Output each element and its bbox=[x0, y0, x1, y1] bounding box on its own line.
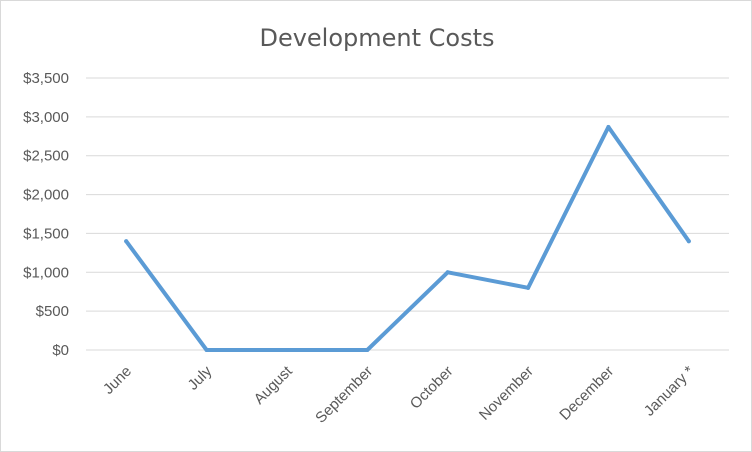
x-tick-label: August bbox=[251, 362, 297, 408]
series-line bbox=[124, 125, 691, 352]
x-tick-label: July bbox=[184, 362, 215, 393]
x-tick-label: December bbox=[556, 363, 617, 424]
data-point bbox=[606, 124, 611, 129]
y-tick-label: $2,000 bbox=[23, 187, 69, 204]
data-point bbox=[526, 285, 531, 290]
chart-title: Development Costs bbox=[259, 24, 494, 52]
x-axis-ticks: June July August September October November De… bbox=[100, 362, 698, 426]
y-tick-label: $0 bbox=[52, 342, 69, 359]
data-point bbox=[686, 239, 691, 244]
x-tick-label: October bbox=[407, 363, 457, 413]
y-tick-label: $1,500 bbox=[23, 225, 69, 242]
x-tick-label: June bbox=[100, 363, 135, 398]
y-tick-label: $3,000 bbox=[23, 109, 69, 126]
data-point bbox=[124, 239, 129, 244]
data-point bbox=[445, 270, 450, 275]
y-tick-label: $3,500 bbox=[23, 70, 69, 87]
y-tick-label: $500 bbox=[36, 303, 69, 320]
series-layer bbox=[124, 124, 691, 352]
gridlines bbox=[86, 77, 729, 351]
data-point bbox=[284, 348, 289, 352]
data-point bbox=[204, 348, 209, 352]
y-axis-ticks: $0 $500 $1,000 $1,500 $2,000 $2,500 $3,000 $3,5… bbox=[23, 70, 69, 359]
x-tick-label: November bbox=[476, 363, 537, 424]
x-tick-label: September bbox=[312, 363, 376, 427]
data-point bbox=[365, 348, 370, 352]
y-tick-label: $1,000 bbox=[23, 264, 69, 281]
y-tick-label: $2,500 bbox=[23, 148, 69, 165]
x-tick-label: January * bbox=[641, 363, 698, 420]
